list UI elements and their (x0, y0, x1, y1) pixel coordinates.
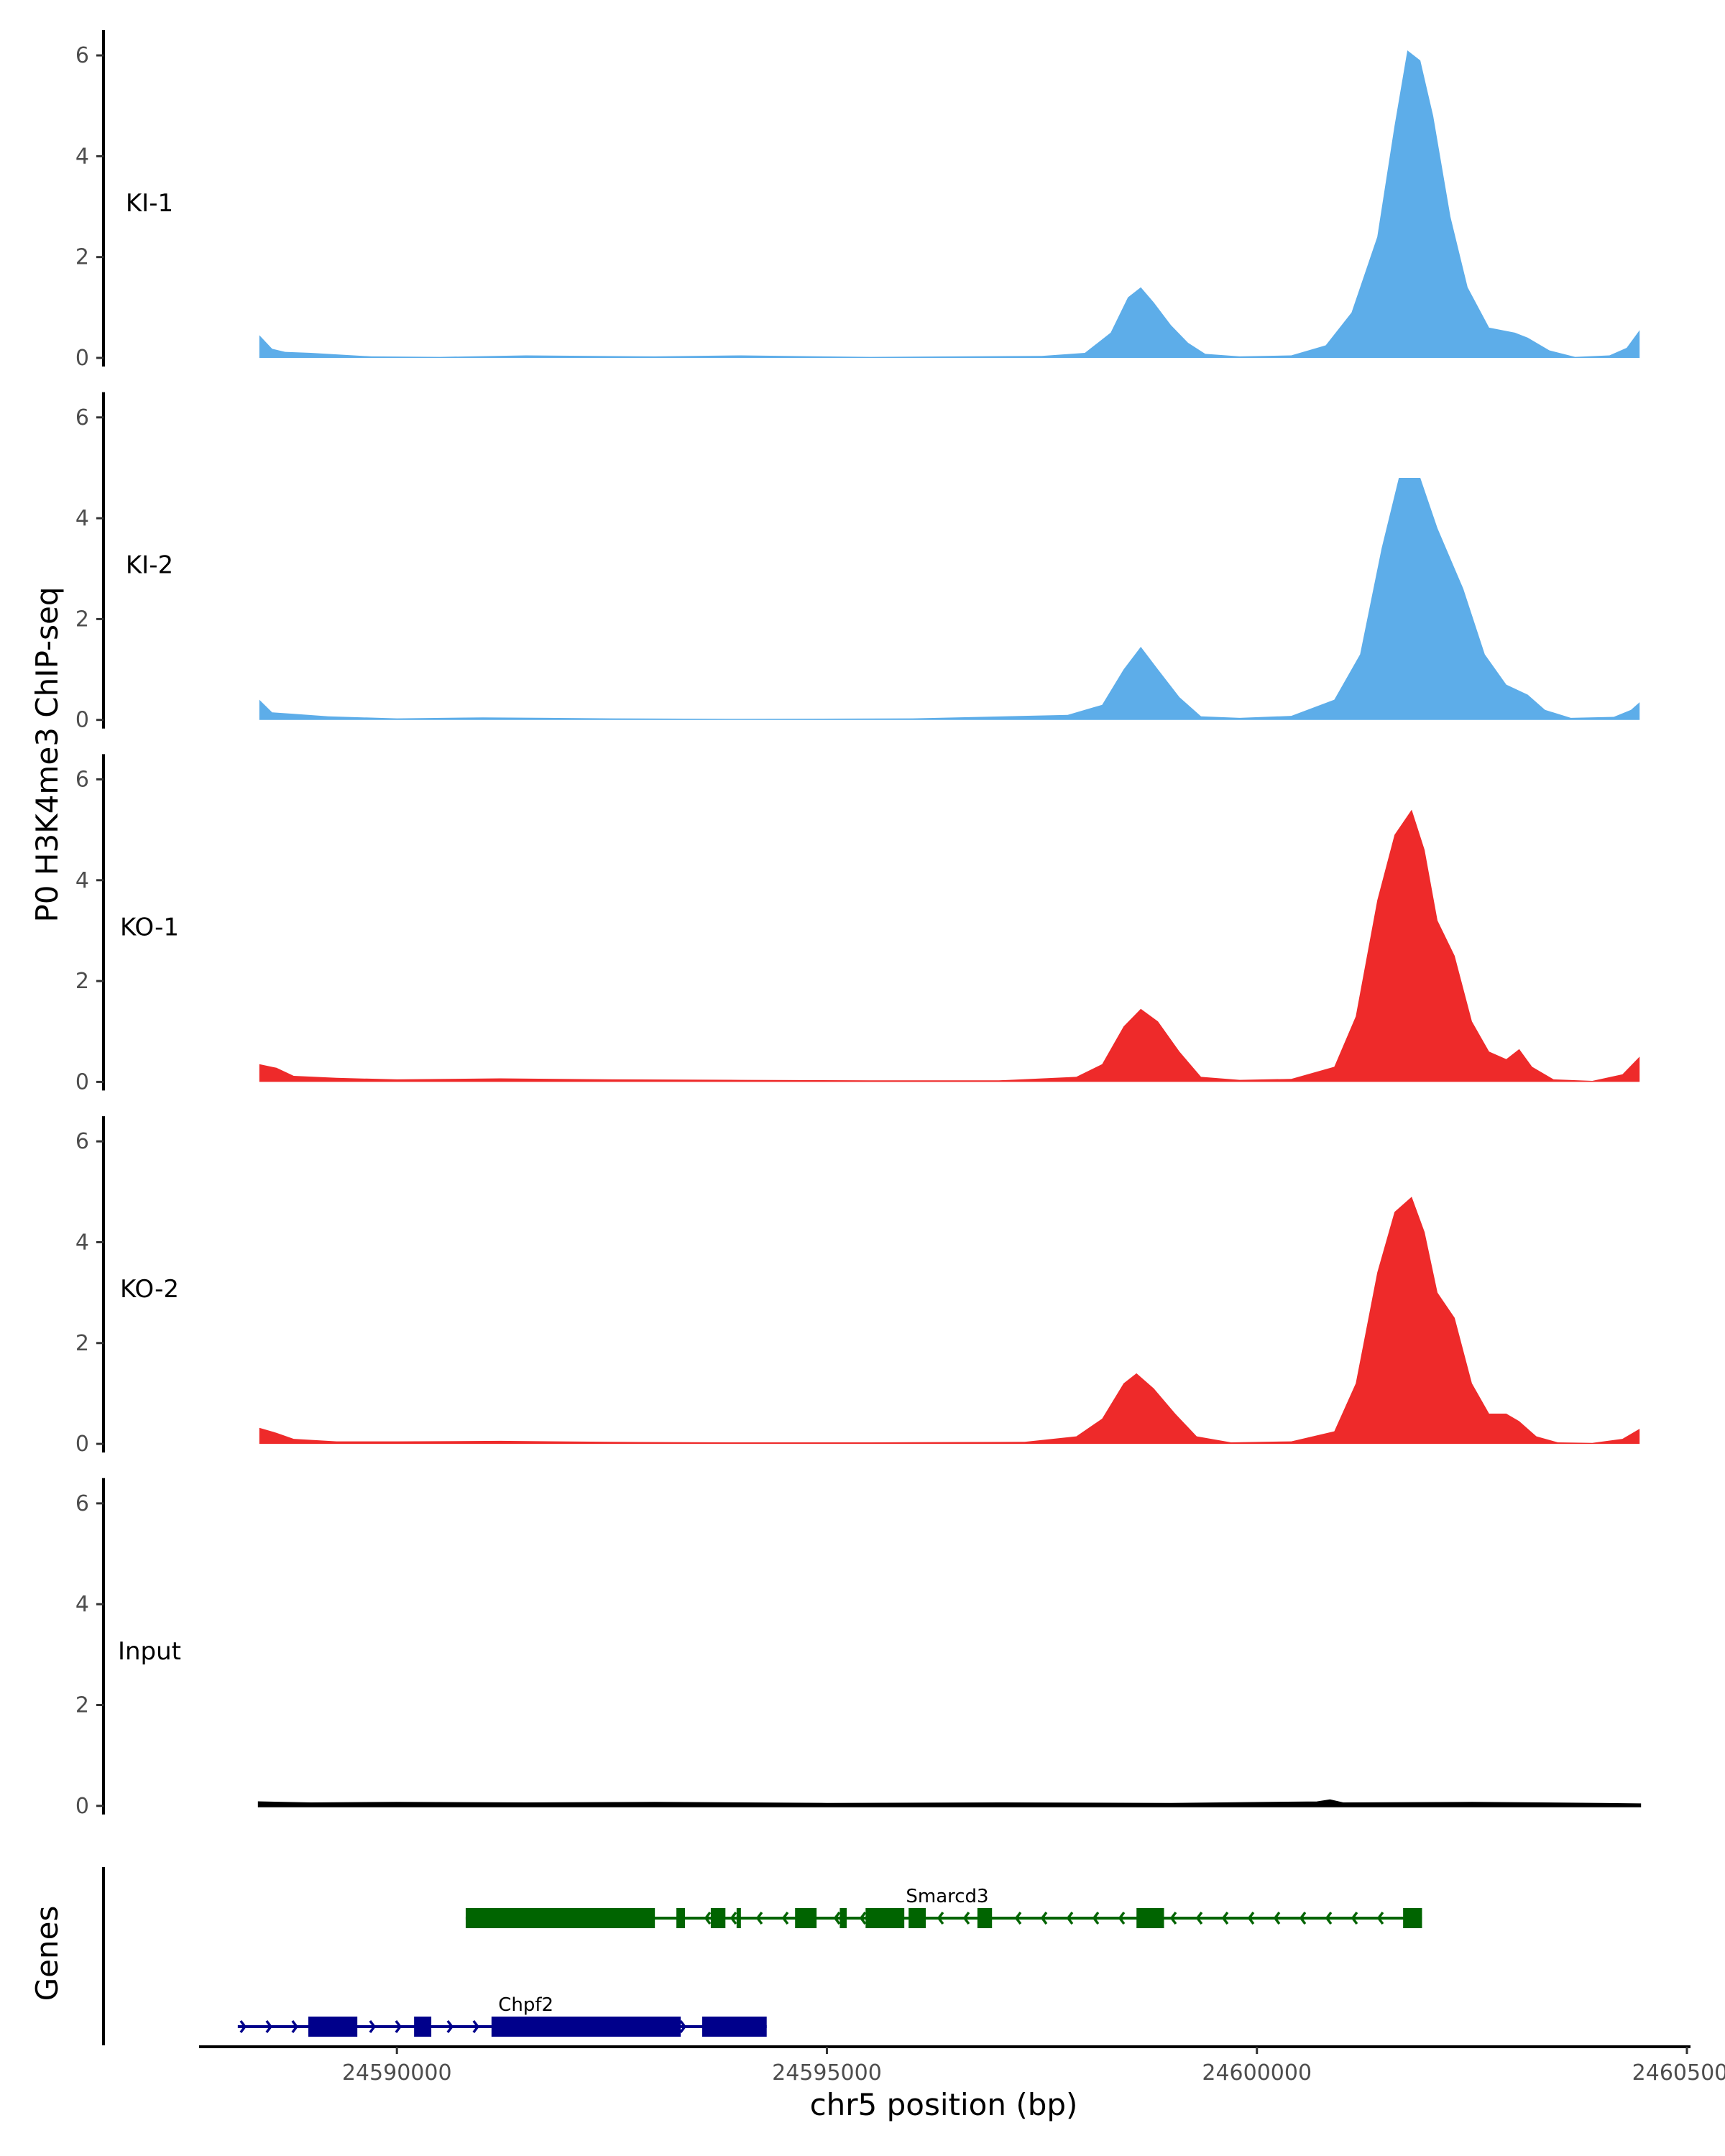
strand-arrow (1118, 1911, 1126, 1925)
gene-exon (414, 2017, 432, 2037)
strand-arrow (1195, 1911, 1203, 1925)
gene-chpf2: Chpf2 (237, 1994, 767, 2037)
gene-exon (795, 1908, 817, 1928)
y-tick-label: 6 (75, 767, 89, 792)
gene-exon (491, 2017, 681, 2037)
y-tick-label: 2 (75, 245, 89, 270)
strand-arrow (679, 2019, 687, 2034)
strand-arrow (1299, 1911, 1307, 1925)
strand-arrow (369, 2019, 377, 2034)
genes-layer: Smarcd3 Chpf2 (102, 1867, 1422, 2045)
signal-area-ko-1 (259, 809, 1640, 1082)
strand-arrow (291, 2019, 299, 2034)
gene-exon (710, 1908, 726, 1928)
strand-arrow (395, 2019, 402, 2034)
strand-arrow (755, 1911, 763, 1925)
gene-exon (308, 2017, 358, 2037)
y-tick-label: 2 (75, 607, 89, 632)
gene-exon (908, 1908, 926, 1928)
strand-arrow (1040, 1911, 1048, 1925)
x-tick-label: 24605000 (1632, 2060, 1725, 2086)
x-tick-label: 24600000 (1202, 2060, 1312, 2086)
gene-smarcd3: Smarcd3 (465, 1886, 1422, 1928)
gene-exon (977, 1908, 993, 1928)
strand-arrow (265, 2019, 273, 2034)
y-tick-label: 4 (75, 868, 89, 893)
strand-arrow (446, 2019, 454, 2034)
y-axis-title: P0 H3K4me3 ChIP-seq (29, 586, 65, 922)
strand-arrow (704, 1911, 712, 1925)
y-tick-label: 4 (75, 1592, 89, 1617)
track-label: Input (118, 1637, 181, 1666)
track-panel-ko-1: 0 2 4 6 KO-1 (75, 754, 1640, 1095)
strand-arrow (1092, 1911, 1100, 1925)
gene-exon (840, 1908, 847, 1928)
y-tick-label: 0 (75, 1069, 89, 1095)
strand-arrow (1376, 1911, 1384, 1925)
signal-area-ki-2 (259, 478, 1640, 720)
gene-exon (865, 1908, 905, 1928)
signal-area-input (257, 1799, 1642, 1807)
x-axis: 24590000 24595000 24600000 24605000 (199, 2045, 1725, 2086)
strand-arrow (833, 1911, 841, 1925)
y-tick-label: 0 (75, 708, 89, 733)
strand-arrow (730, 1911, 737, 1925)
y-tick-label: 2 (75, 1331, 89, 1356)
y-tick-label: 0 (75, 346, 89, 371)
gene-exon (1136, 1908, 1164, 1928)
gene-label: Smarcd3 (906, 1886, 988, 1907)
gene-exon (736, 1908, 741, 1928)
signal-area-ko-2 (259, 1197, 1640, 1445)
strand-arrow (1247, 1911, 1255, 1925)
strand-arrow (1273, 1911, 1281, 1925)
y-tick-label: 0 (75, 1432, 89, 1457)
gene-exon (465, 1908, 656, 1928)
strand-arrow (1169, 1911, 1177, 1925)
x-tick-label: 24590000 (342, 2060, 452, 2086)
x-axis-title: chr5 position (bp) (810, 2087, 1078, 2122)
track-panel-input: 0 2 4 6 Input (75, 1478, 1642, 1819)
tracks-layer: 0 2 4 6 KI-1 0 2 4 6 KI-2 0 2 4 6 KO-1 0 2 4 6 KO-2 0 2 4 6 Inpu… (75, 30, 1642, 1819)
gene-exon (676, 1908, 686, 1928)
y-tick-label: 6 (75, 1129, 89, 1154)
gene-exon (702, 2017, 767, 2037)
track-panel-ki-1: 0 2 4 6 KI-1 (75, 30, 1640, 371)
y-tick-label: 4 (75, 1230, 89, 1255)
y-tick-label: 6 (75, 405, 89, 430)
strand-arrow (859, 1911, 867, 1925)
x-tick-label: 24595000 (772, 2060, 882, 2086)
track-panel-ki-2: 0 2 4 6 KI-2 (75, 392, 1640, 733)
strand-arrow (1221, 1911, 1229, 1925)
strand-arrow (1351, 1911, 1358, 1925)
y-tick-label: 0 (75, 1794, 89, 1819)
strand-arrow (781, 1911, 789, 1925)
y-tick-label: 2 (75, 1692, 89, 1718)
genes-axis-title: Genes (29, 1906, 65, 2001)
y-tick-label: 4 (75, 144, 89, 169)
signal-area-ki-1 (259, 50, 1640, 358)
y-tick-label: 2 (75, 969, 89, 994)
track-label: KI-1 (126, 189, 173, 218)
y-tick-label: 6 (75, 43, 89, 68)
strand-arrow (1325, 1911, 1333, 1925)
strand-arrow (1014, 1911, 1022, 1925)
gene-exon (1403, 1908, 1422, 1928)
strand-arrow (239, 2019, 247, 2034)
gene-label: Chpf2 (498, 1994, 553, 2016)
strand-arrow (937, 1911, 944, 1925)
track-label: KI-2 (126, 551, 173, 580)
strand-arrow (1066, 1911, 1074, 1925)
track-panel-ko-2: 0 2 4 6 KO-2 (75, 1116, 1640, 1457)
track-label: KO-1 (120, 913, 179, 941)
y-tick-label: 4 (75, 506, 89, 531)
track-label: KO-2 (120, 1275, 179, 1304)
strand-arrow (472, 2019, 480, 2034)
y-tick-label: 6 (75, 1491, 89, 1516)
strand-arrow (962, 1911, 970, 1925)
